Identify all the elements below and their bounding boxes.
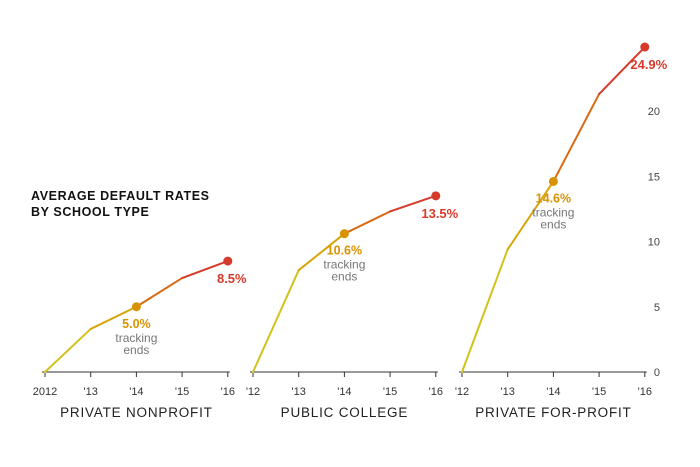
series-line-segment xyxy=(89,305,138,330)
y-tick-label: 20 xyxy=(648,106,660,118)
chart-title-line-1: AVERAGE DEFAULT RATES xyxy=(31,189,210,203)
x-tick-label: '13 xyxy=(501,386,515,398)
series-line-segment xyxy=(135,277,184,308)
x-tick-label: '15 xyxy=(383,386,397,398)
tracking-end-point xyxy=(339,229,349,239)
series-line-segment xyxy=(252,269,300,373)
x-tick-label: '16 xyxy=(429,386,443,398)
series-line-segment xyxy=(506,180,555,251)
tracking-note-label: tracking xyxy=(115,331,157,345)
end-point xyxy=(431,191,441,201)
tracking-note-label: tracking xyxy=(323,258,365,272)
chart-title-line-2: BY SCHOOL TYPE xyxy=(31,205,149,219)
y-tick-label: 15 xyxy=(648,171,660,183)
panel-label: PRIVATE NONPROFIT xyxy=(60,405,213,420)
chart-title: AVERAGE DEFAULT RATES BY SCHOOL TYPE xyxy=(31,189,210,219)
tracking-end-point xyxy=(548,176,558,186)
panels: 2012'13'14'15'165.0%trackingends8.5%PRIV… xyxy=(33,42,668,420)
x-tick-label: '13 xyxy=(84,386,98,398)
tracking-note-label: tracking xyxy=(532,205,574,219)
end-value-label: 24.9% xyxy=(630,57,667,72)
series-line-segment xyxy=(181,260,229,280)
x-tick-label: '15 xyxy=(175,386,189,398)
end-point xyxy=(223,256,233,266)
x-tick-label: '12 xyxy=(246,386,260,398)
y-axis: 0 5 10 15 20 xyxy=(648,106,660,379)
y-tick-label: 5 xyxy=(654,302,660,314)
x-tick-label: '12 xyxy=(455,386,469,398)
series-line-segment xyxy=(598,46,646,96)
tracking-value-label: 10.6% xyxy=(327,244,362,258)
tracking-note-label: ends xyxy=(123,343,149,357)
tracking-end-point xyxy=(131,302,141,312)
x-tick-label: '16 xyxy=(221,386,235,398)
tracking-value-label: 5.0% xyxy=(122,317,151,331)
panel-label: PUBLIC COLLEGE xyxy=(281,405,409,420)
x-tick-label: '15 xyxy=(592,386,606,398)
series-line-segment xyxy=(461,248,509,373)
x-tick-label: 2012 xyxy=(33,386,57,398)
series-line-segment xyxy=(552,93,601,183)
series-line-segment xyxy=(297,232,346,272)
x-tick-label: '16 xyxy=(638,386,652,398)
panel-label: PRIVATE FOR-PROFIT xyxy=(475,405,631,420)
x-tick-label: '14 xyxy=(129,386,143,398)
series-line-segment xyxy=(44,327,92,373)
tracking-value-label: 14.6% xyxy=(536,191,571,205)
series-line-segment xyxy=(389,194,437,213)
series-line-segment xyxy=(343,210,392,235)
tracking-note-label: ends xyxy=(540,217,566,231)
y-tick-label: 0 xyxy=(654,367,660,379)
y-tick-label: 10 xyxy=(648,237,660,249)
tracking-note-label: ends xyxy=(331,270,357,284)
end-value-label: 13.5% xyxy=(421,206,458,221)
x-tick-label: '14 xyxy=(546,386,560,398)
end-value-label: 8.5% xyxy=(217,271,247,286)
end-point xyxy=(640,42,650,52)
x-tick-label: '13 xyxy=(292,386,306,398)
x-tick-label: '14 xyxy=(337,386,351,398)
